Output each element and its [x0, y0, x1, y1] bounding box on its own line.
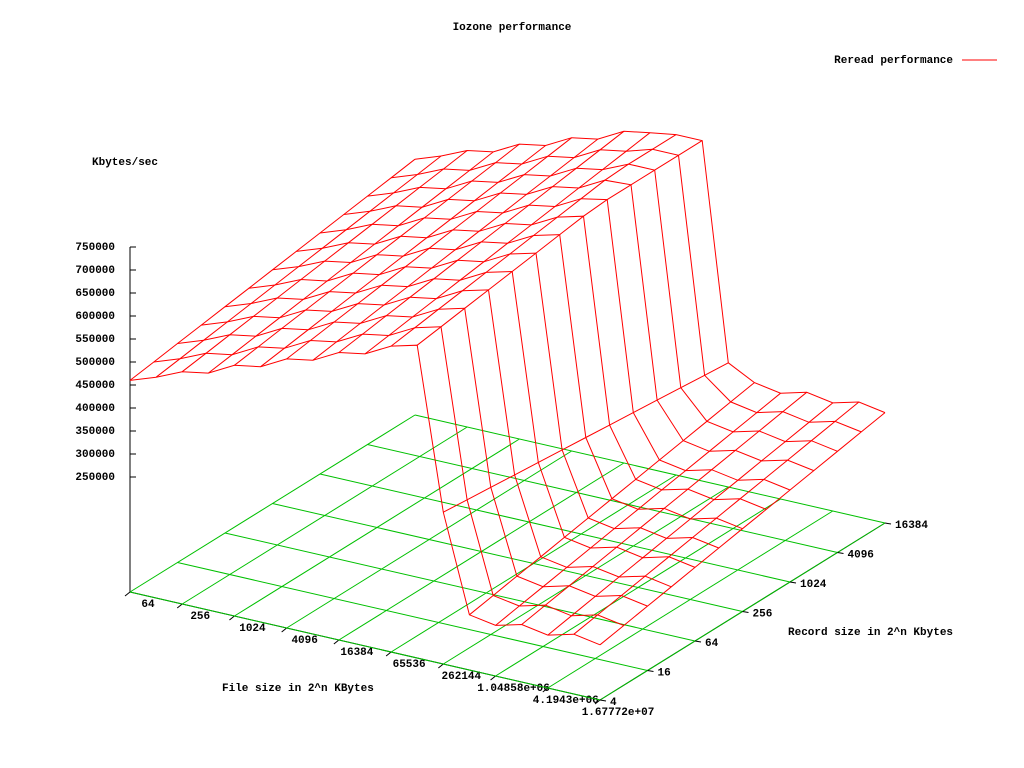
x-tick-label: 64 [141, 599, 155, 611]
chart-title: Iozone performance [453, 22, 572, 34]
grid-line [272, 503, 743, 612]
z-tick-label: 500000 [75, 357, 115, 369]
y-tick [837, 552, 844, 554]
x-tick-label: 16384 [340, 647, 373, 659]
legend-label: Reread performance [834, 55, 953, 67]
y-tick [647, 670, 654, 672]
x-tick [176, 603, 183, 609]
x-tick-label: 1.04858e+06 [477, 683, 550, 695]
surface-line [521, 391, 808, 625]
z-tick-label: 350000 [75, 426, 115, 438]
surface-line [155, 155, 442, 378]
grid-line [319, 473, 791, 583]
grid-line [177, 562, 648, 671]
x-tick [594, 699, 601, 705]
surface-line [224, 270, 696, 568]
surface-line [129, 344, 601, 646]
z-axis-label: Kbytes/sec [92, 157, 158, 169]
grid-line [367, 444, 838, 553]
x-tick-label: 262144 [442, 671, 482, 683]
surface-line [547, 402, 834, 636]
surface-line [272, 234, 743, 530]
x-tick [124, 591, 131, 597]
z-tick-label: 600000 [75, 311, 115, 323]
y-tick-label: 256 [753, 608, 773, 620]
surface-line [364, 132, 651, 355]
surface-line [312, 138, 599, 361]
y-tick-label: 4 [610, 697, 617, 709]
z-tick-label: 300000 [75, 449, 115, 461]
surface-line [416, 140, 703, 346]
y-tick-label: 16384 [895, 520, 928, 532]
x-tick-label: 4.1943e+06 [533, 695, 599, 707]
grid-line [414, 414, 886, 524]
surface-line [469, 382, 755, 616]
surface-line [181, 150, 468, 373]
y-tick [742, 611, 749, 613]
z-tick-label: 450000 [75, 380, 115, 392]
x-tick-label: 256 [190, 611, 210, 623]
z-tick-label: 750000 [75, 242, 115, 254]
y-tick [599, 699, 607, 702]
x-tick [542, 687, 549, 693]
surface-line [260, 145, 546, 368]
surface-line [248, 252, 719, 549]
surface-line [443, 362, 729, 513]
surface-line [129, 158, 416, 381]
surface-line [599, 412, 886, 646]
surface-line [390, 134, 677, 347]
x-tick [385, 651, 392, 657]
x-tick [438, 663, 444, 669]
surface-line [177, 307, 648, 607]
z-tick-label: 550000 [75, 334, 115, 346]
y-tick-label: 4096 [848, 549, 874, 561]
y-tick [884, 522, 892, 525]
surface-line [319, 198, 791, 491]
z-tick-label: 650000 [75, 288, 115, 300]
z-tick-label: 700000 [75, 265, 115, 277]
y-axis-label: Record size in 2^n Kbytes [788, 627, 953, 639]
x-tick [333, 639, 340, 645]
x-tick-label: 1024 [239, 623, 266, 635]
y-tick [789, 581, 797, 584]
surface-line [343, 179, 814, 472]
surface-line [207, 151, 494, 374]
x-tick-label: 1.67772e+07 [582, 707, 655, 719]
surface-line [286, 137, 573, 360]
surface-line [573, 401, 860, 635]
x-tick-label: 4096 [291, 635, 317, 647]
y-tick-label: 1024 [800, 579, 827, 591]
grid-line [129, 591, 601, 701]
surface-line [296, 215, 767, 510]
x-axis-label: File size in 2^n KBytes [222, 683, 374, 695]
surface-line [201, 289, 672, 588]
surface-line [234, 143, 520, 366]
y-tick-label: 16 [658, 667, 671, 679]
y-tick [694, 640, 702, 643]
x-tick [229, 615, 235, 621]
surface-line [338, 130, 625, 353]
surface-line [495, 392, 781, 626]
x-tick [281, 627, 287, 633]
y-tick-label: 64 [705, 638, 719, 650]
z-tick-label: 250000 [75, 472, 115, 484]
x-tick [490, 675, 496, 681]
x-tick-label: 65536 [393, 659, 426, 671]
z-tick-label: 400000 [75, 403, 115, 415]
